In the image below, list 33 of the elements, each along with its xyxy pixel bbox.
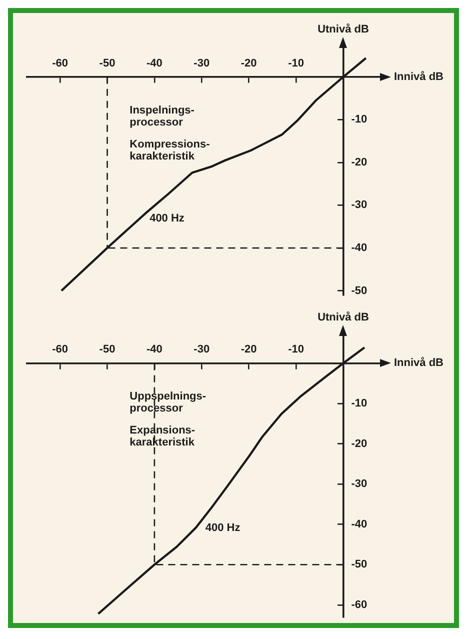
x-tick-label: -20 xyxy=(240,344,257,356)
y-axis-title: Utnivå dB xyxy=(318,22,369,36)
y-tick-label: -40 xyxy=(351,242,368,254)
y-tick-label: -20 xyxy=(351,156,368,168)
y-tick-label: -30 xyxy=(351,199,368,212)
annotation: 400 Hz xyxy=(205,522,241,534)
y-tick-label: -10 xyxy=(351,114,368,126)
x-tick-label: -10 xyxy=(288,344,304,356)
y-tick-label: -10 xyxy=(351,398,368,410)
x-tick-label: -10 xyxy=(288,57,304,70)
x-axis-title: Innivå dB xyxy=(394,70,444,83)
y-tick-label: -60 xyxy=(351,598,368,611)
annotation: Inspelnings- processor xyxy=(130,104,195,128)
x-tick-label: -40 xyxy=(146,57,162,70)
y-tick-label: -40 xyxy=(351,518,368,530)
y-tick-label: -50 xyxy=(351,558,368,571)
y-tick-label: -20 xyxy=(351,438,368,450)
x-tick-label: -20 xyxy=(240,57,257,70)
x-tick-label: -30 xyxy=(194,57,210,70)
annotation: Expansions- karakteristik xyxy=(130,424,196,449)
y-tick-label: -30 xyxy=(351,478,368,490)
y-axis-title: Utnivå dB xyxy=(318,310,369,324)
annotation: Uppspelnings- processor xyxy=(130,390,206,415)
x-tick-label: -60 xyxy=(52,344,68,356)
y-tick-label: -50 xyxy=(351,284,368,297)
x-axis-title: Innivå dB xyxy=(394,356,444,370)
x-tick-label: -30 xyxy=(194,344,210,356)
x-tick-label: -40 xyxy=(146,344,162,356)
x-tick-label: -50 xyxy=(99,57,116,70)
annotation: Kompressions- karakteristik xyxy=(130,138,210,162)
x-tick-label: -60 xyxy=(52,57,68,70)
annotation: 400 Hz xyxy=(150,212,185,225)
x-tick-label: -50 xyxy=(99,344,116,356)
